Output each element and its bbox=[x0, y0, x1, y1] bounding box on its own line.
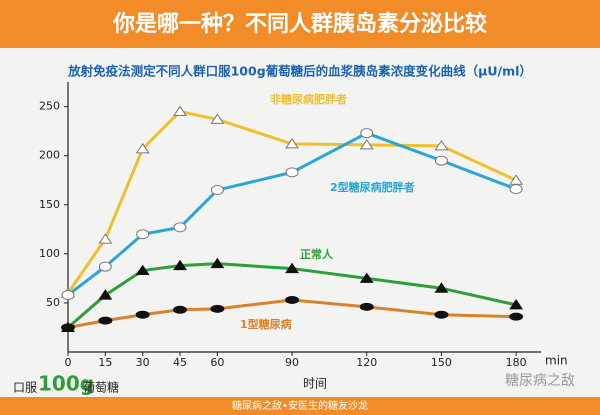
point bbox=[359, 272, 374, 283]
watermark: 糖尿病之敌 bbox=[505, 373, 575, 389]
point bbox=[98, 316, 113, 325]
point bbox=[173, 259, 187, 271]
point bbox=[359, 139, 374, 150]
point bbox=[359, 302, 374, 311]
point bbox=[285, 262, 299, 274]
x-tick-label: 30 bbox=[136, 356, 150, 369]
x-tick-label: 150 bbox=[431, 356, 452, 369]
x-tick-label: 15 bbox=[98, 356, 112, 369]
point bbox=[135, 142, 150, 154]
point bbox=[135, 264, 150, 276]
y-tick-label: 200 bbox=[39, 149, 60, 162]
point bbox=[434, 139, 449, 151]
x-axis-label: 时间 bbox=[303, 377, 327, 391]
point bbox=[285, 138, 299, 149]
chart-subtitle: 放射免疫法测定不同人群口服100g葡萄糖后的血浆胰岛素浓度变化曲线（μU/ml） bbox=[67, 64, 532, 79]
point bbox=[434, 310, 449, 319]
point bbox=[98, 261, 112, 272]
point bbox=[173, 305, 188, 314]
point bbox=[210, 304, 225, 313]
series-label: 正常人 bbox=[300, 247, 334, 261]
series-label: 2型糖尿病肥胖者 bbox=[330, 180, 415, 194]
point bbox=[285, 295, 300, 304]
point bbox=[285, 167, 299, 178]
x-tick-label: 0 bbox=[65, 356, 72, 369]
point bbox=[61, 323, 75, 332]
point bbox=[173, 222, 187, 233]
chart-title: 你是哪一种？不同人群胰岛素分泌比较 bbox=[112, 11, 487, 37]
point bbox=[98, 289, 113, 300]
point bbox=[210, 185, 224, 196]
point bbox=[61, 290, 75, 301]
x-tick-label: 180 bbox=[506, 356, 527, 369]
y-tick-label: 50 bbox=[46, 296, 60, 309]
point bbox=[210, 257, 225, 269]
y-tick-label: 250 bbox=[39, 100, 60, 113]
dose-note: 100g bbox=[38, 372, 94, 396]
series-label: 非糖尿病肥胖者 bbox=[270, 92, 347, 106]
header-band bbox=[0, 0, 600, 48]
point bbox=[434, 155, 448, 166]
point bbox=[360, 128, 374, 139]
footer-band bbox=[0, 397, 600, 415]
footer: 糖尿病之敌•安医生的糖友沙龙 bbox=[232, 399, 368, 412]
point bbox=[509, 184, 523, 195]
point bbox=[434, 282, 449, 293]
point bbox=[210, 113, 225, 124]
y-tick-label: 100 bbox=[39, 247, 60, 260]
series-label: 1型糖尿病 bbox=[240, 317, 292, 331]
x-tick-label: 45 bbox=[173, 356, 187, 369]
x-tick-label: 60 bbox=[210, 356, 224, 369]
dose-note: 葡萄糖 bbox=[83, 380, 119, 395]
x-tick-label: 90 bbox=[285, 356, 299, 369]
x-tick-label: 120 bbox=[356, 356, 377, 369]
dose-note: 口服 bbox=[13, 381, 37, 395]
x-unit: min bbox=[545, 354, 568, 368]
point bbox=[509, 312, 524, 321]
point bbox=[509, 298, 524, 310]
y-tick-label: 150 bbox=[39, 198, 60, 211]
point bbox=[173, 105, 187, 117]
point bbox=[136, 229, 150, 240]
point bbox=[98, 233, 113, 244]
point bbox=[135, 310, 150, 319]
